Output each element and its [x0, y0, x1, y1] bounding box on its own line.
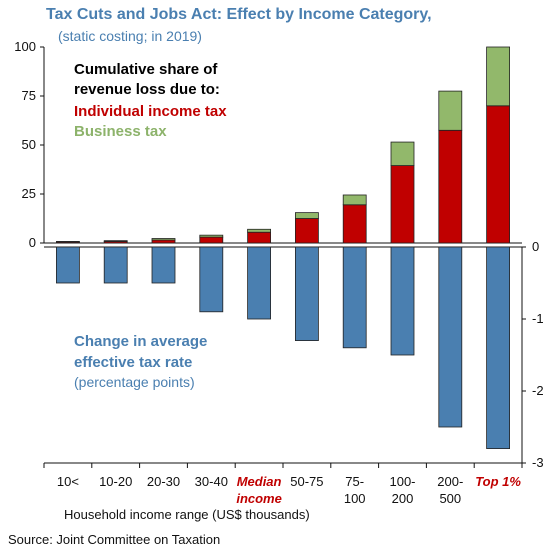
business-tax-bar — [199, 234, 224, 238]
business-tax-bar — [103, 240, 128, 242]
individual-tax-bar — [247, 231, 272, 244]
x-category-label-line: 200- — [437, 474, 463, 489]
chart-title: Tax Cuts and Jobs Act: Effect by Income … — [46, 6, 432, 23]
legend-business-tax: Business tax — [74, 123, 167, 140]
business-tax-bar — [390, 141, 415, 166]
bottom-y-tick-label: -1 — [532, 311, 544, 326]
bottom-panel-bars — [56, 246, 511, 450]
bottom-annotation-line: Change in average — [74, 333, 207, 350]
annotations: Cumulative share of revenue loss due to: I… — [74, 61, 227, 390]
top-y-tick-label: 0 — [29, 235, 36, 250]
top-y-tick-label: 100 — [14, 39, 36, 54]
tax-rate-change-bar — [342, 246, 367, 349]
x-category-label: Median income — [236, 474, 282, 506]
tax-rate-change-bar — [438, 246, 463, 428]
bottom-y-tick-label: 0 — [532, 239, 539, 254]
tax-rate-change-bar — [151, 246, 176, 284]
business-tax-bar — [438, 90, 463, 131]
individual-tax-bar — [342, 204, 367, 244]
x-category-label: 10< — [57, 474, 79, 489]
x-category-label: 20-30 — [147, 474, 180, 489]
individual-tax-bar — [438, 129, 463, 244]
individual-tax-bar — [151, 239, 176, 244]
x-category-label: 10-20 — [99, 474, 132, 489]
tax-rate-change-bar — [486, 246, 511, 450]
individual-tax-bar — [390, 165, 415, 244]
tax-rate-change-bar — [103, 246, 128, 284]
x-category-label-line: 50-75 — [290, 474, 323, 489]
bottom-y-tick-label: -3 — [532, 455, 544, 470]
axis-labels: 0 25 50 75 100 0 -1 -2 -3 10< 10-20 20-30 30-40 Media… — [14, 39, 543, 522]
business-tax-bar — [342, 194, 367, 206]
x-category-label: 30-40 — [195, 474, 228, 489]
x-category-label-line: 100 — [344, 491, 366, 506]
tax-rate-change-bar — [199, 246, 224, 313]
top-annotation-line: revenue loss due to: — [74, 81, 220, 98]
tax-rate-change-bar — [247, 246, 272, 320]
x-category-label-line: 20-30 — [147, 474, 180, 489]
top-y-tick-label: 75 — [22, 88, 36, 103]
x-category-label-line: income — [236, 491, 282, 506]
tax-rate-change-bar — [56, 246, 80, 284]
bottom-annotation-units: (percentage points) — [74, 374, 195, 390]
bottom-y-tick-label: -2 — [532, 383, 544, 398]
top-panel-bars — [56, 46, 511, 244]
x-category-label-line: 10-20 — [99, 474, 132, 489]
x-category-label-line: 10< — [57, 474, 79, 489]
tax-rate-change-bar — [294, 246, 319, 341]
x-category-label-line: 30-40 — [195, 474, 228, 489]
x-axis-title: Household income range (US$ thousands) — [64, 507, 310, 522]
individual-tax-bar — [486, 105, 511, 244]
top-annotation-line: Cumulative share of — [74, 61, 218, 78]
x-category-label-line: Top 1% — [475, 474, 521, 489]
x-category-label: 200- 500 — [437, 474, 463, 506]
business-tax-bar — [486, 46, 511, 107]
x-category-label-line: Median — [237, 474, 282, 489]
x-category-label: Top 1% — [475, 474, 521, 489]
tax-rate-change-bar — [390, 246, 415, 356]
source-note: Source: Joint Committee on Taxation — [8, 532, 221, 547]
x-category-label-line: 500 — [439, 491, 461, 506]
x-category-label-line: 200 — [392, 491, 414, 506]
x-category-label: 75-100 — [344, 474, 366, 506]
business-tax-bar — [294, 212, 319, 219]
x-category-label: 50-75 — [290, 474, 323, 489]
bottom-annotation-line: effective tax rate — [74, 354, 192, 371]
individual-tax-bar — [294, 218, 319, 244]
top-y-tick-label: 25 — [22, 186, 36, 201]
chart-subtitle: (static costing; in 2019) — [58, 28, 202, 44]
x-category-label: 100- 200 — [389, 474, 415, 506]
business-tax-bar — [151, 238, 176, 241]
x-category-label-line: 100- — [389, 474, 415, 489]
x-category-label-line: 75- — [345, 474, 364, 489]
top-y-tick-label: 50 — [22, 137, 36, 152]
legend-individual-income-tax: Individual income tax — [74, 103, 227, 120]
individual-tax-bar — [199, 236, 224, 244]
business-tax-bar — [247, 228, 272, 233]
business-tax-bar — [56, 241, 80, 243]
